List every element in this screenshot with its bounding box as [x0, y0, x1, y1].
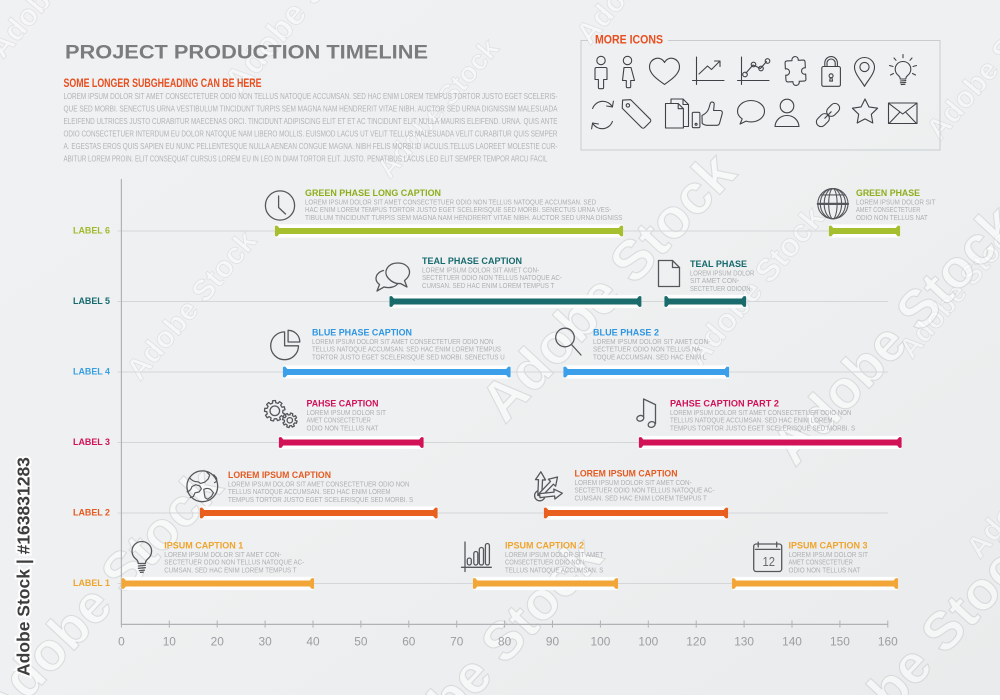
svg-text:PAHSE CAPTION PART 2: PAHSE CAPTION PART 2 [670, 399, 779, 409]
svg-text:LABEL 4: LABEL 4 [73, 367, 110, 377]
svg-text:TELLUS NATOQUE ACCUMSAN. SED H: TELLUS NATOQUE ACCUMSAN. SED HAC ENIM LO… [670, 417, 833, 425]
svg-text:80: 80 [498, 635, 511, 649]
svg-text:140: 140 [782, 635, 802, 649]
svg-text:100: 100 [591, 635, 611, 649]
svg-text:ELEIFEND ULTRICES JUSTO CURABI: ELEIFEND ULTRICES JUSTO CURABITUR MAECEN… [64, 116, 558, 126]
svg-text:HAC ENIM LOREM TEMPUS TORTOR J: HAC ENIM LOREM TEMPUS TORTOR JUSTO EGET … [305, 206, 612, 214]
svg-text:BLUE PHASE 2: BLUE PHASE 2 [593, 328, 659, 338]
svg-text:LOREM IPSUM DOLOR SIT AMET CON: LOREM IPSUM DOLOR SIT AMET CONSECTETUER … [305, 198, 596, 206]
svg-text:TIBULUM TINCIDUNT TURPIS SEM M: TIBULUM TINCIDUNT TURPIS SEM MAGNA NAM H… [305, 214, 623, 222]
svg-text:TEAL PHASE CAPTION: TEAL PHASE CAPTION [422, 256, 522, 266]
svg-text:SECTETUER ODIO NON TELLUS NATO: SECTETUER ODIO NON TELLUS NATOQUE AC- [575, 487, 715, 495]
svg-text:120: 120 [686, 635, 706, 649]
svg-text:CUMSAN. SED HAC ENIM LOREM TEM: CUMSAN. SED HAC ENIM LOREM TEMPUS T [422, 282, 555, 290]
svg-text:TOQUE ACCUMSAN. SED HAC ENIM L: TOQUE ACCUMSAN. SED HAC ENIM L [593, 353, 706, 361]
svg-text:TELLUS NATOQUE ACCUMSAN. S: TELLUS NATOQUE ACCUMSAN. S [505, 566, 604, 574]
svg-text:IPSUM CAPTION 1: IPSUM CAPTION 1 [164, 541, 243, 551]
svg-text:10: 10 [163, 635, 176, 649]
svg-text:TELLUS NATOQUE ACCUMSAN. SED H: TELLUS NATOQUE ACCUMSAN. SED HAC ENIM LO… [228, 488, 391, 496]
svg-text:100: 100 [638, 635, 658, 649]
svg-text:150: 150 [830, 635, 850, 649]
svg-text:ODIO NON TELLUS NAT: ODIO NON TELLUS NAT [307, 424, 379, 432]
svg-text:GREEN PHASE: GREEN PHASE [856, 188, 920, 198]
svg-text:QUE SED MORBI. SENECTUS URNA V: QUE SED MORBI. SENECTUS URNA VESTIBULUM … [64, 104, 558, 114]
svg-text:160: 160 [878, 635, 898, 649]
svg-text:TEMPUS TORTOR JUSTO EGET SCELE: TEMPUS TORTOR JUSTO EGET SCELERISQUE SED… [228, 496, 413, 504]
svg-text:SECTETUER ODIO NON TELLUS NATO: SECTETUER ODIO NON TELLUS NATOQUE AC- [164, 559, 304, 567]
svg-text:0: 0 [118, 635, 125, 649]
svg-text:30: 30 [259, 635, 272, 649]
svg-text:TEAL PHASE: TEAL PHASE [690, 259, 747, 269]
svg-text:ODIO CONSECTETUER INTERDUM EU: ODIO CONSECTETUER INTERDUM EU DOLOR NATO… [64, 129, 558, 139]
svg-text:SOME LONGER SUBGHEADING CAN BE: SOME LONGER SUBGHEADING CAN BE HERE [64, 76, 262, 90]
svg-text:LOREM IPSUM DOLOR SIT AMET CON: LOREM IPSUM DOLOR SIT AMET CON- [164, 551, 282, 559]
svg-text:LOREM IPSUM DOLOR SIT AMET CON: LOREM IPSUM DOLOR SIT AMET CON- [575, 479, 693, 487]
svg-text:LOREM IPSUM CAPTION: LOREM IPSUM CAPTION [228, 470, 331, 480]
svg-text:Adobe Stock | #163831283: Adobe Stock | #163831283 [14, 457, 34, 676]
svg-text:SIT AMET CON-: SIT AMET CON- [690, 277, 740, 285]
svg-text:LOREM IPSUM DOLOR SIT AMET CON: LOREM IPSUM DOLOR SIT AMET CON- [422, 266, 540, 274]
svg-text:LOREM IPSUM DOLOR SIT AMET CON: LOREM IPSUM DOLOR SIT AMET CONSECTETUER … [64, 91, 558, 101]
svg-text:12: 12 [763, 554, 776, 569]
svg-text:PAHSE CAPTION: PAHSE CAPTION [307, 399, 379, 409]
svg-text:GREEN PHASE LONG CAPTION: GREEN PHASE LONG CAPTION [305, 188, 441, 198]
svg-text:LOREM IPSUM DOLOR SIT AMET CON: LOREM IPSUM DOLOR SIT AMET CON- [593, 338, 711, 346]
svg-text:LOREM IPSUM DOLOR SIT: LOREM IPSUM DOLOR SIT [307, 409, 387, 417]
svg-text:IPSUM CAPTION 3: IPSUM CAPTION 3 [789, 541, 868, 551]
svg-text:CUMSAN. SED HAC ENIM LOREM TEM: CUMSAN. SED HAC ENIM LOREM TEMPUS T [575, 494, 708, 502]
svg-text:CUMSAN. SED HAC ENIM LOREM TEM: CUMSAN. SED HAC ENIM LOREM TEMPUS T [164, 566, 297, 574]
svg-text:LOREM IPSUM DOLOR SIT AMET CON: LOREM IPSUM DOLOR SIT AMET CONSECTETUER … [312, 338, 493, 346]
svg-text:LOREM IPSUM DOLOR SIT: LOREM IPSUM DOLOR SIT [789, 551, 869, 559]
svg-text:LOREM IPSUM DOLOR: LOREM IPSUM DOLOR [690, 269, 754, 277]
svg-text:LOREM IPSUM DOLOR SIT AMET: LOREM IPSUM DOLOR SIT AMET [505, 551, 604, 559]
svg-text:LOREM IPSUM CAPTION: LOREM IPSUM CAPTION [575, 469, 678, 479]
svg-text:AMET CONSECTETUER: AMET CONSECTETUER [856, 206, 920, 214]
svg-text:TORTOR JUSTO EGET SCELERISQUE: TORTOR JUSTO EGET SCELERISQUE SED MORBI.… [312, 353, 505, 361]
svg-text:70: 70 [450, 635, 463, 649]
svg-text:AMET CONSECTETUER: AMET CONSECTETUER [307, 417, 371, 425]
svg-text:IPSUM CAPTION 2: IPSUM CAPTION 2 [505, 541, 584, 551]
svg-text:A. EGESTAS EROS QUIS SAPIEN EU: A. EGESTAS EROS QUIS SAPIEN EU NUNC PELL… [64, 141, 558, 151]
svg-text:60: 60 [402, 635, 415, 649]
svg-text:TELLUS NATOQUE ACCUMSAN. SED H: TELLUS NATOQUE ACCUMSAN. SED HAC ENIM LO… [312, 346, 501, 354]
svg-text:ODIO NON TELLUS NAT: ODIO NON TELLUS NAT [789, 566, 861, 574]
svg-text:SECTETUER ODIO NON TELLUS NATO: SECTETUER ODIO NON TELLUS NATOQUE AC- [422, 274, 562, 282]
svg-text:LABEL 6: LABEL 6 [73, 226, 110, 236]
svg-text:LABEL 1: LABEL 1 [73, 578, 110, 588]
svg-text:ODIO NON TELLUS NAT: ODIO NON TELLUS NAT [856, 214, 928, 222]
svg-text:LOREM IPSUM DOLOR SIT: LOREM IPSUM DOLOR SIT [856, 198, 936, 206]
svg-text:BLUE PHASE CAPTION: BLUE PHASE CAPTION [312, 328, 412, 338]
svg-text:AMET CONSECTETUER: AMET CONSECTETUER [789, 559, 853, 567]
svg-text:90: 90 [546, 635, 559, 649]
svg-text:LOREM IPSUM DOLOR SIT AMET CON: LOREM IPSUM DOLOR SIT AMET CONSECTETUER … [228, 480, 409, 488]
svg-text:20: 20 [211, 635, 224, 649]
svg-text:PROJECT PRODUCTION TIMELINE: PROJECT PRODUCTION TIMELINE [65, 42, 428, 64]
svg-text:LABEL 2: LABEL 2 [73, 508, 110, 518]
svg-text:130: 130 [734, 635, 754, 649]
svg-text:LABEL 3: LABEL 3 [73, 437, 110, 447]
svg-text:40: 40 [306, 635, 319, 649]
svg-text:MORE ICONS: MORE ICONS [595, 33, 663, 47]
svg-text:SECTETUER ODIO NON TELLUS NA-: SECTETUER ODIO NON TELLUS NA- [593, 346, 703, 354]
svg-text:LABEL 5: LABEL 5 [73, 296, 110, 306]
svg-text:LOREM IPSUM DOLOR SIT AMET CON: LOREM IPSUM DOLOR SIT AMET CONSECTETUER … [670, 409, 851, 417]
svg-text:ABITUR LOREM PROIN. ELIT CONSE: ABITUR LOREM PROIN. ELIT CONSEQUAT CURSU… [64, 154, 548, 164]
svg-text:TEMPUS TORTOR JUSTO EGET SCELE: TEMPUS TORTOR JUSTO EGET SCELERISQUE SED… [670, 424, 855, 432]
svg-text:50: 50 [354, 635, 367, 649]
svg-text:SECTETUER ODIOON: SECTETUER ODIOON [690, 285, 751, 293]
svg-text:CONSECTETUER ODIO NON: CONSECTETUER ODIO NON [505, 559, 584, 567]
